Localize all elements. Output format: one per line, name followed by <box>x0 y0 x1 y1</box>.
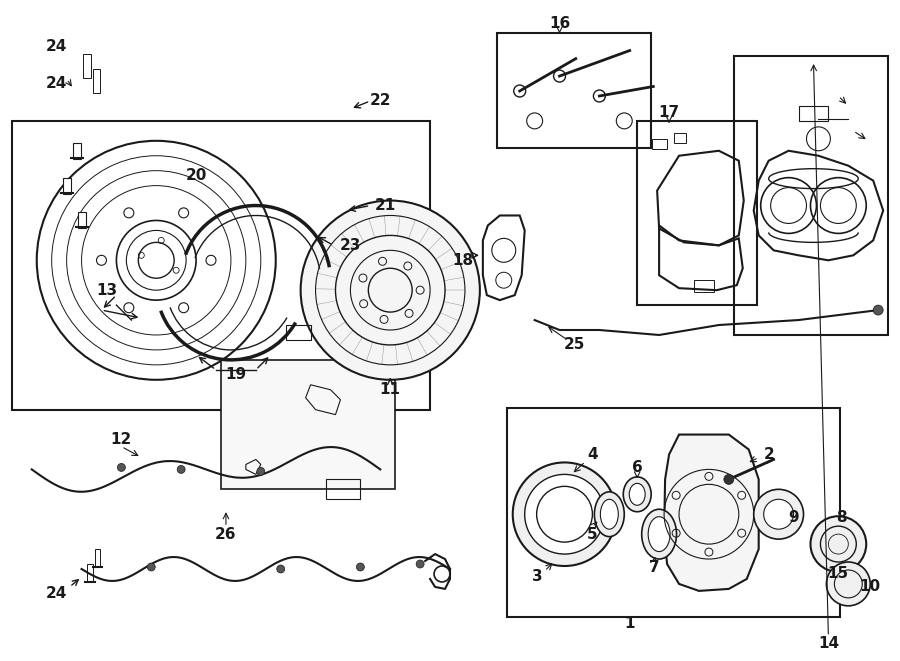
Text: 17: 17 <box>659 105 680 120</box>
Bar <box>94 549 101 567</box>
Circle shape <box>148 563 155 571</box>
Bar <box>93 69 101 93</box>
Bar <box>674 133 686 143</box>
Circle shape <box>764 499 794 529</box>
Text: 20: 20 <box>185 168 207 183</box>
Bar <box>497 33 652 148</box>
Text: 4: 4 <box>587 447 598 462</box>
Text: 1: 1 <box>624 616 634 631</box>
Bar <box>637 121 757 305</box>
Text: 9: 9 <box>788 510 799 525</box>
Text: 10: 10 <box>860 580 881 594</box>
Circle shape <box>724 475 733 485</box>
Text: 23: 23 <box>339 238 361 253</box>
Circle shape <box>826 562 870 606</box>
Text: 15: 15 <box>828 566 849 582</box>
Bar <box>326 479 360 499</box>
Circle shape <box>301 200 480 380</box>
Bar <box>285 325 310 340</box>
Circle shape <box>117 463 125 471</box>
Text: 16: 16 <box>549 16 571 31</box>
Text: 24: 24 <box>46 75 68 91</box>
Text: 3: 3 <box>532 570 543 584</box>
Bar <box>734 56 888 335</box>
Text: 6: 6 <box>632 460 643 475</box>
Circle shape <box>525 475 604 554</box>
Text: 2: 2 <box>763 447 774 462</box>
Bar <box>86 564 93 582</box>
Circle shape <box>177 465 185 473</box>
Circle shape <box>873 305 883 315</box>
Ellipse shape <box>594 492 625 537</box>
Bar <box>77 212 86 229</box>
Ellipse shape <box>624 477 652 512</box>
Circle shape <box>513 463 617 566</box>
Text: 19: 19 <box>225 368 247 382</box>
Text: 11: 11 <box>380 382 400 397</box>
Circle shape <box>356 563 365 571</box>
Circle shape <box>753 489 804 539</box>
Polygon shape <box>664 434 759 591</box>
Bar <box>63 178 70 194</box>
Bar <box>221 360 395 489</box>
Bar <box>694 280 714 292</box>
Text: 8: 8 <box>836 510 847 525</box>
Ellipse shape <box>600 499 618 529</box>
Bar <box>12 121 430 410</box>
Circle shape <box>416 560 424 568</box>
Text: 14: 14 <box>818 636 839 651</box>
Text: 26: 26 <box>215 527 237 541</box>
Bar <box>652 139 667 149</box>
Ellipse shape <box>629 483 645 505</box>
Bar <box>507 408 841 617</box>
Text: 24: 24 <box>46 39 68 54</box>
Circle shape <box>276 565 284 573</box>
Text: 7: 7 <box>649 559 660 574</box>
Text: 22: 22 <box>370 93 391 108</box>
Circle shape <box>256 467 265 475</box>
Text: 12: 12 <box>111 432 132 447</box>
Text: 13: 13 <box>96 283 117 297</box>
Text: 21: 21 <box>374 198 396 213</box>
Text: 18: 18 <box>453 253 473 268</box>
Text: 24: 24 <box>46 586 68 602</box>
Circle shape <box>811 516 866 572</box>
Bar <box>83 54 91 78</box>
Ellipse shape <box>642 509 677 559</box>
Text: 25: 25 <box>563 337 585 352</box>
Bar <box>73 143 81 159</box>
Text: 5: 5 <box>587 527 598 541</box>
Bar <box>798 106 828 121</box>
Ellipse shape <box>648 517 670 551</box>
